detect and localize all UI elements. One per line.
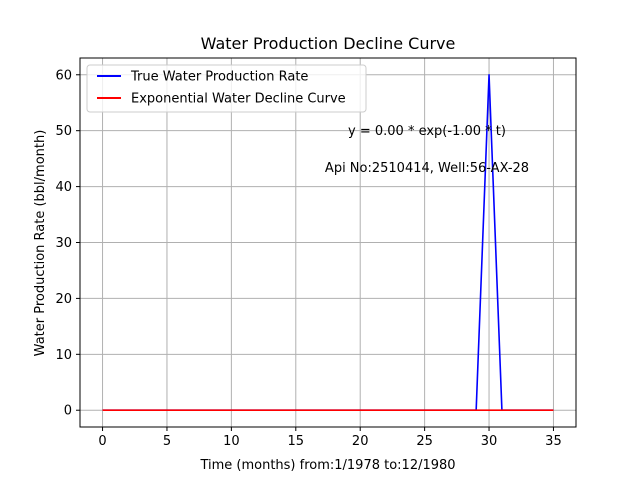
y-tick-label: 50 — [55, 124, 72, 139]
y-tick-label: 60 — [55, 68, 72, 83]
x-axis-ticks: 0 5 10 15 20 25 30 35 — [98, 427, 562, 449]
y-tick-label: 10 — [55, 348, 72, 363]
x-tick-label: 15 — [288, 434, 305, 449]
y-tick-label: 40 — [55, 180, 72, 195]
y-axis-ticks: 0 10 20 30 40 50 60 — [55, 68, 80, 419]
y-tick-label: 20 — [55, 292, 72, 307]
x-tick-label: 10 — [223, 434, 240, 449]
x-tick-label: 25 — [416, 434, 433, 449]
legend: True Water Production Rate Exponential W… — [86, 64, 367, 113]
x-tick-label: 5 — [163, 434, 171, 449]
x-axis-label: Time (months) from:1/1978 to:12/1980 — [199, 458, 455, 473]
legend-box — [86, 64, 367, 113]
plot-series — [102, 73, 554, 412]
x-tick-label: 0 — [98, 434, 106, 449]
y-tick-label: 30 — [55, 236, 72, 251]
equation-annotation: y = 0.00 * exp(-1.00 * t) — [348, 124, 506, 139]
y-tick-label: 0 — [64, 404, 72, 419]
legend-label-true-water-production-rate: True Water Production Rate — [130, 70, 308, 85]
chart-title: Water Production Decline Curve — [201, 34, 456, 53]
x-tick-label: 35 — [545, 434, 562, 449]
x-tick-label: 30 — [481, 434, 498, 449]
y-axis-label: Water Production Rate (bbl/month) — [33, 130, 48, 357]
x-tick-label: 20 — [352, 434, 369, 449]
well-annotation: Api No:2510414, Well:56-AX-28 — [325, 161, 529, 176]
legend-label-exponential-water-decline-curve: Exponential Water Decline Curve — [131, 92, 346, 107]
